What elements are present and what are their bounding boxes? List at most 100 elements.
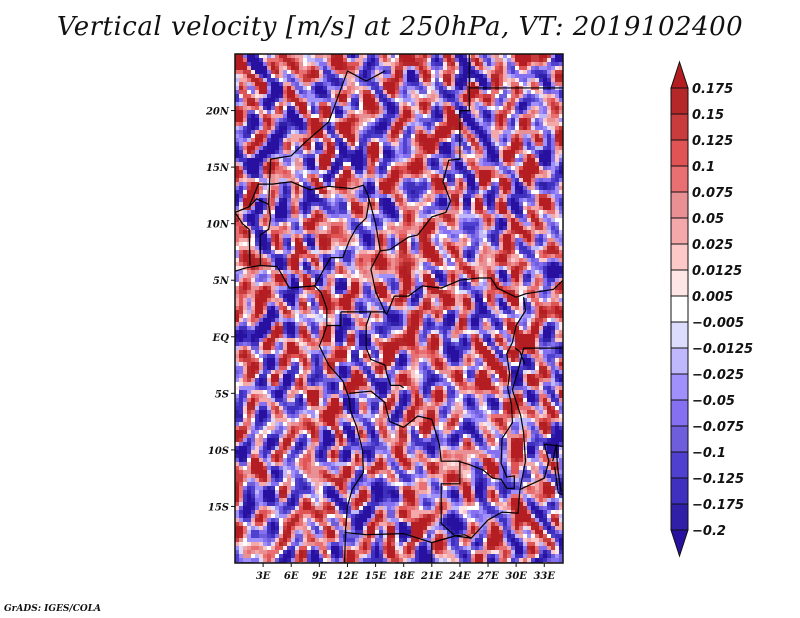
field-cell (403, 234, 407, 238)
field-cell (299, 266, 303, 270)
field-cell (299, 286, 303, 290)
field-cell (507, 190, 511, 194)
field-cell (435, 230, 439, 234)
field-cell (399, 162, 403, 166)
field-cell (403, 178, 407, 182)
field-cell (255, 70, 259, 74)
field-cell (291, 90, 295, 94)
field-cell (555, 246, 559, 250)
field-cell (371, 150, 375, 154)
field-cell (291, 142, 295, 146)
field-cell (519, 214, 523, 218)
field-cell (431, 242, 435, 246)
field-cell (411, 58, 415, 62)
field-cell (251, 130, 255, 134)
field-cell (415, 166, 419, 170)
field-cell (327, 242, 331, 246)
field-cell (339, 94, 343, 98)
field-cell (503, 58, 507, 62)
field-cell (355, 146, 359, 150)
field-cell (351, 154, 355, 158)
field-cell (511, 70, 515, 74)
field-cell (363, 206, 367, 210)
field-cell (527, 218, 531, 222)
field-cell (355, 126, 359, 130)
field-cell (491, 262, 495, 266)
field-cell (387, 198, 391, 202)
field-cell (379, 198, 383, 202)
field-cell (499, 142, 503, 146)
field-cell (463, 202, 467, 206)
field-cell (375, 66, 379, 70)
field-cell (391, 262, 395, 266)
field-cell (443, 142, 447, 146)
field-cell (531, 78, 535, 82)
field-cell (307, 102, 311, 106)
field-cell (411, 170, 415, 174)
field-cell (239, 146, 243, 150)
field-cell (307, 178, 311, 182)
field-cell (275, 290, 279, 294)
field-cell (431, 150, 435, 154)
field-cell (535, 66, 539, 70)
field-cell (547, 158, 551, 162)
field-cell (403, 150, 407, 154)
field-cell (499, 178, 503, 182)
field-cell (471, 274, 475, 278)
field-cell (243, 54, 247, 58)
field-cell (527, 150, 531, 154)
field-cell (383, 250, 387, 254)
field-cell (483, 222, 487, 226)
field-cell (395, 138, 399, 142)
field-cell (539, 194, 543, 198)
field-cell (491, 74, 495, 78)
field-cell (403, 90, 407, 94)
field-cell (455, 142, 459, 146)
field-cell (407, 210, 411, 214)
field-cell (363, 262, 367, 266)
field-cell (287, 58, 291, 62)
field-cell (291, 266, 295, 270)
field-cell (443, 146, 447, 150)
field-cell (559, 174, 563, 178)
field-cell (327, 262, 331, 266)
field-cell (463, 194, 467, 198)
field-cell (259, 106, 263, 110)
field-cell (495, 194, 499, 198)
field-cell (283, 54, 287, 58)
field-cell (491, 214, 495, 218)
field-cell (251, 190, 255, 194)
field-cell (403, 58, 407, 62)
field-cell (415, 74, 419, 78)
field-cell (347, 154, 351, 158)
field-cell (427, 94, 431, 98)
field-cell (295, 114, 299, 118)
field-cell (535, 218, 539, 222)
field-cell (515, 154, 519, 158)
field-cell (243, 198, 247, 202)
field-cell (427, 186, 431, 190)
field-cell (347, 150, 351, 154)
field-cell (311, 98, 315, 102)
field-cell (463, 286, 467, 290)
field-cell (439, 294, 443, 298)
field-cell (347, 138, 351, 142)
field-cell (407, 142, 411, 146)
field-cell (543, 170, 547, 174)
field-cell (451, 102, 455, 106)
field-cell (339, 122, 343, 126)
field-cell (263, 222, 267, 226)
field-cell (375, 126, 379, 130)
field-cell (255, 146, 259, 150)
field-cell (423, 214, 427, 218)
field-cell (359, 258, 363, 262)
field-cell (427, 294, 431, 298)
field-cell (391, 190, 395, 194)
field-cell (539, 150, 543, 154)
field-cell (255, 214, 259, 218)
field-cell (247, 110, 251, 114)
field-cell (467, 270, 471, 274)
field-cell (323, 182, 327, 186)
field-cell (499, 138, 503, 142)
field-cell (239, 186, 243, 190)
